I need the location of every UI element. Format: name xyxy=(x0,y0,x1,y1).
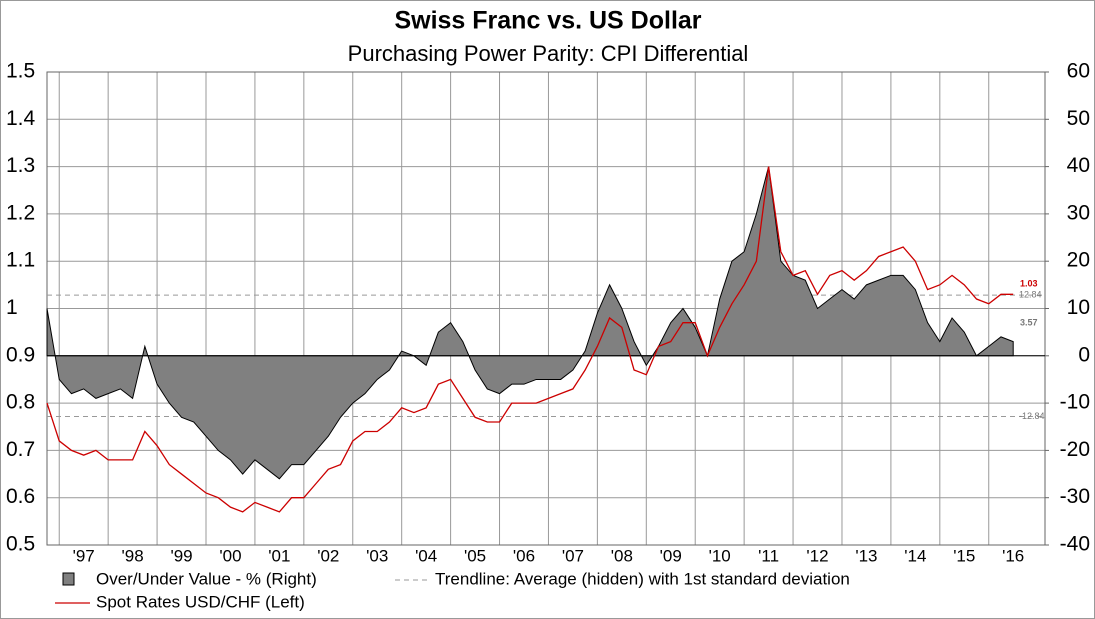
y2-tick-label: 60 xyxy=(1067,60,1090,83)
area xyxy=(46,166,1014,480)
y2-tick-label: -10 xyxy=(1060,391,1090,414)
x-tick-label: '09 xyxy=(660,546,682,565)
y2-tick-label: 40 xyxy=(1067,154,1090,177)
x-tick-label: '13 xyxy=(855,546,877,565)
x-tick-label: '11 xyxy=(758,546,779,565)
y2-tick-label: 10 xyxy=(1067,296,1090,319)
x-tick-label: '99 xyxy=(170,546,192,565)
x-tick-label: '00 xyxy=(219,546,241,565)
x-tick-label: '97 xyxy=(73,546,95,565)
x-tick-label: '07 xyxy=(562,546,584,565)
legend-label: Over/Under Value - % (Right) xyxy=(96,569,317,588)
y-tick-label: 0.7 xyxy=(6,438,35,461)
legend-label: Trendline: Average (hidden) with 1st sta… xyxy=(435,569,850,588)
y2-tick-label: 50 xyxy=(1067,107,1090,130)
x-tick-label: '05 xyxy=(464,546,486,565)
y-tick-label: 0.5 xyxy=(6,533,35,556)
legend-swatch xyxy=(62,572,75,586)
y-tick-label: 0.8 xyxy=(6,391,35,414)
y-tick-label: 0.6 xyxy=(6,485,35,508)
y-tick-label: 1.2 xyxy=(6,201,35,224)
y-tick-label: 1.4 xyxy=(6,107,36,130)
y2-tick-label: -40 xyxy=(1060,533,1090,556)
end-label: 1.03 xyxy=(1020,279,1038,289)
trendline-label: -12.84 xyxy=(1019,411,1045,421)
x-tick-label: '16 xyxy=(1002,546,1024,565)
y2-tick-label: -20 xyxy=(1060,438,1090,461)
y-tick-label: 1.3 xyxy=(6,154,35,177)
x-tick-label: '04 xyxy=(415,546,437,565)
legend-label: Spot Rates USD/CHF (Left) xyxy=(96,592,305,611)
x-tick-label: '98 xyxy=(122,546,144,565)
y2-tick-label: -30 xyxy=(1060,485,1090,508)
y2-tick-label: 0 xyxy=(1078,343,1090,366)
x-tick-label: '12 xyxy=(806,546,828,565)
chart-subtitle: Purchasing Power Parity: CPI Differentia… xyxy=(348,41,749,66)
chart-title: Swiss Franc vs. US Dollar xyxy=(394,7,701,35)
y-tick-label: 1.5 xyxy=(6,60,35,83)
x-tick-label: '10 xyxy=(709,546,731,565)
end-label: 3.57 xyxy=(1020,317,1038,327)
y-tick-label: 0.9 xyxy=(6,343,35,366)
x-tick-label: '15 xyxy=(953,546,975,565)
y-tick-label: 1 xyxy=(6,296,18,319)
line xyxy=(46,166,1014,513)
y-tick-label: 1.1 xyxy=(6,249,35,272)
x-tick-label: '01 xyxy=(268,546,290,565)
trendline-label: 12.84 xyxy=(1019,289,1042,299)
y2-tick-label: 20 xyxy=(1067,249,1090,272)
x-tick-label: '14 xyxy=(904,546,926,565)
x-tick-label: '08 xyxy=(611,546,633,565)
x-tick-label: '02 xyxy=(317,546,339,565)
x-tick-label: '06 xyxy=(513,546,535,565)
x-tick-label: '03 xyxy=(366,546,388,565)
y2-tick-label: 30 xyxy=(1067,201,1090,224)
